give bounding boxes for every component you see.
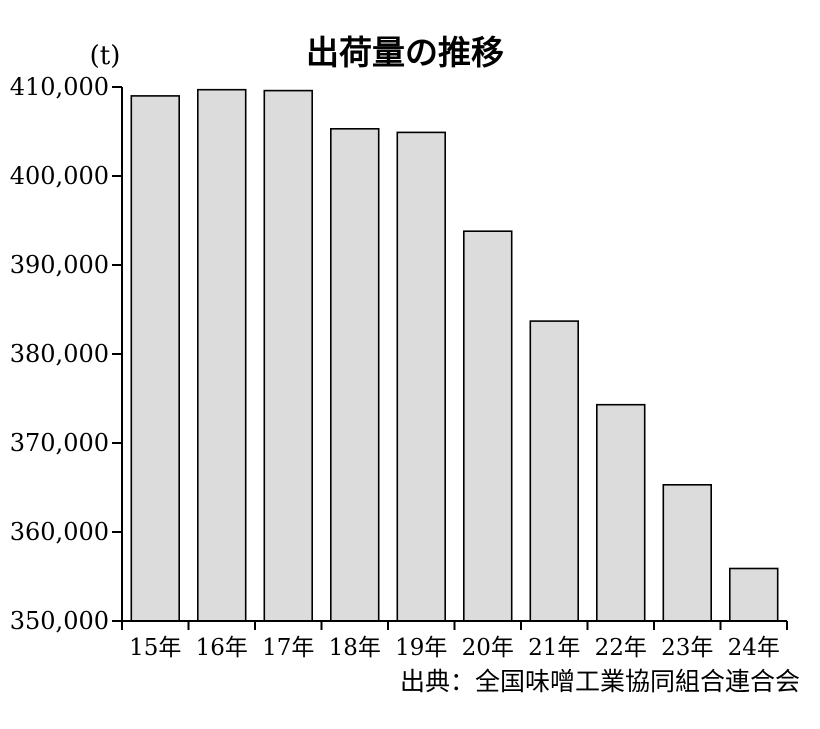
x-tick-label: 17年 [262, 635, 314, 661]
x-tick-label: 15年 [129, 635, 181, 661]
bar-16年 [197, 88, 247, 622]
bar-19年 [396, 131, 446, 622]
bar-18年 [329, 128, 380, 622]
y-tick-label: 400,000 [10, 162, 109, 190]
x-tick-label: 20年 [462, 635, 514, 661]
chart-title: 出荷量の推移 [306, 33, 504, 72]
bar-21年 [529, 320, 579, 622]
x-tick-label: 24年 [728, 635, 780, 661]
y-tick-label: 410,000 [10, 73, 109, 101]
bar-20年 [462, 230, 513, 622]
y-unit-label: (t) [90, 41, 121, 71]
y-tick-label: 350,000 [10, 607, 109, 635]
bar-24年 [728, 567, 779, 622]
x-tick-label: 19年 [395, 635, 447, 661]
x-axis: 15年 16年 17年 18年 19年 20年 21年 22年 23年 24年 [121, 620, 788, 661]
bar-23年 [662, 483, 712, 622]
x-tick-label: 21年 [528, 635, 580, 661]
bar-22年 [595, 403, 646, 622]
y-tick-label: 390,000 [10, 251, 109, 279]
x-tick-label: 16年 [196, 635, 248, 661]
y-axis: 350,000 360,000 370,000 380,000 390,000 400,0… [10, 73, 123, 635]
y-tick-label: 360,000 [10, 518, 109, 546]
bar-17年 [263, 89, 313, 622]
bars-group [130, 88, 779, 622]
x-tick-label: 22年 [595, 635, 647, 661]
y-tick-label: 370,000 [10, 429, 109, 457]
y-tick-label: 380,000 [10, 340, 109, 368]
x-tick-label: 18年 [329, 635, 381, 661]
bar-15年 [130, 95, 181, 622]
x-tick-label: 23年 [661, 635, 713, 661]
source-note: 出典：全国味噌工業協同組合連合会 [400, 667, 800, 696]
